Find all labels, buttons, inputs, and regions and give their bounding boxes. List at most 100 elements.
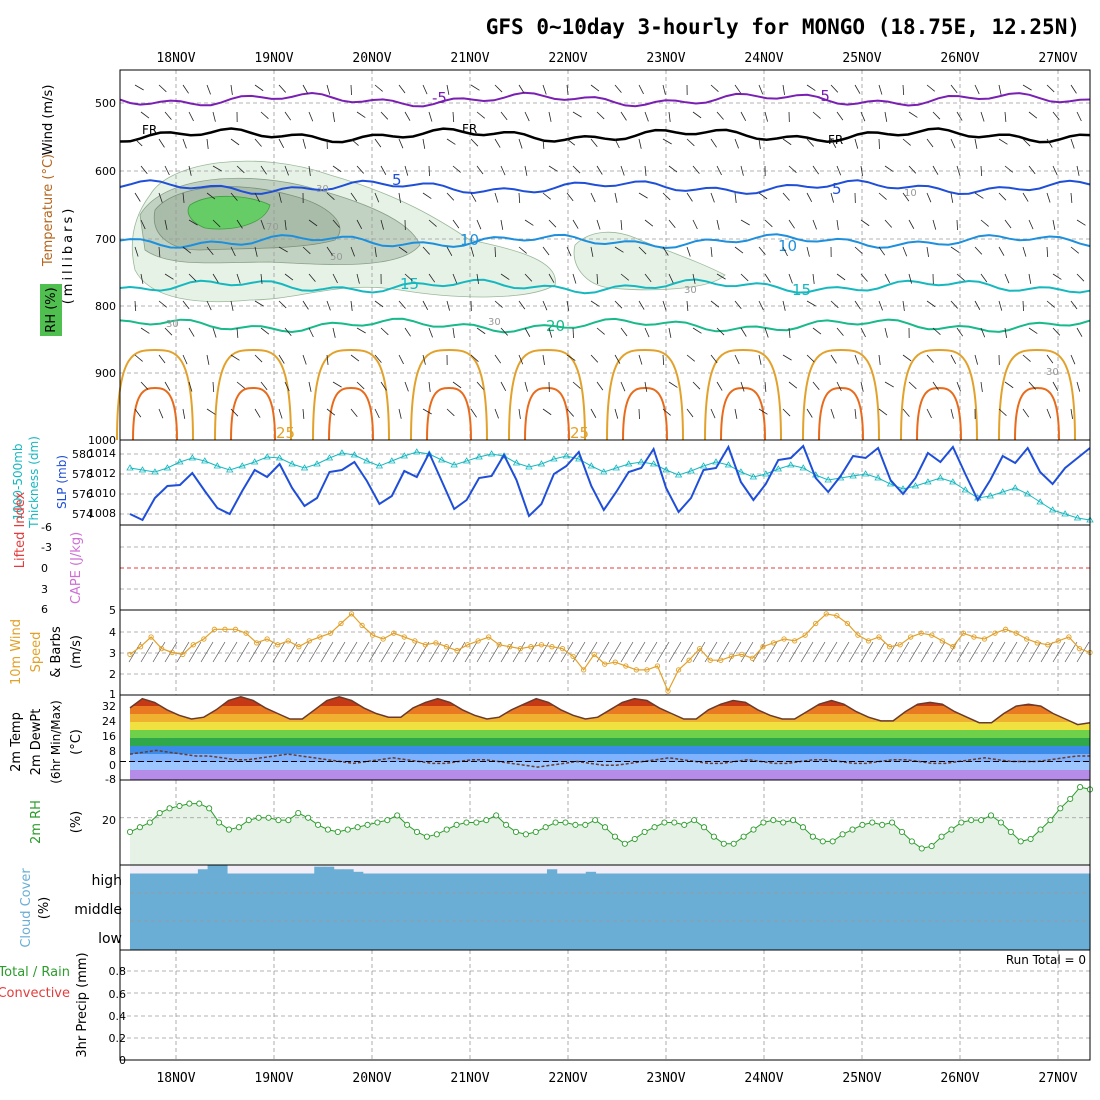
thickness-point [487,450,496,457]
wind-barb [566,300,570,311]
rh2m-units-label: (%) [69,811,84,834]
wind-barb [854,300,861,310]
wind-barb [668,381,678,388]
rh2m-point [918,845,925,852]
wind10m-barb [200,641,214,663]
wind-barb [518,84,525,94]
wind-barb [308,381,312,392]
upper-y-labels: Wind (m/s) Temperature (°C) (millibars) … [40,85,76,336]
cloud-bar [566,873,577,950]
wind-barb [758,138,761,149]
wind-barb [1046,138,1053,148]
wind-barb [428,327,433,338]
wind-barb [524,219,534,226]
wind-barb [500,273,510,280]
wind10m-barb [416,641,430,663]
wind-barb [686,300,689,311]
wind-barb [548,219,557,228]
wind-barb [188,111,194,122]
wind-barb [998,246,1005,256]
wind-barb [590,354,599,363]
cloud-bar [178,873,189,950]
contour-labels: -5 -5 FR FR FR 5 5 10 10 15 15 20 25 25 … [142,87,1059,442]
wind-barb [884,165,894,172]
wind-barb [254,192,260,203]
wind10m-barb [1016,641,1030,663]
wind-barb [494,84,503,93]
wind10m-speed-point [665,688,671,694]
wind-barb [302,408,305,419]
wind-barb [524,273,533,282]
rh-label: 10 [904,188,917,199]
wind-barb [236,381,246,389]
wind-barb [710,300,720,308]
thickness-point [724,461,733,468]
wind-barb [452,219,460,229]
wind-barb [206,408,216,415]
wind-barb [500,219,504,230]
wind10m-barb [308,641,322,663]
thickness-point [587,462,596,469]
cloud-bar [139,873,150,950]
thickness-point [363,457,371,464]
wind-barb [902,192,910,202]
wind-barb [470,192,477,202]
cloud-bar [905,873,917,950]
wind10m-barb [512,641,526,663]
wind-barb [854,408,857,419]
rh2m-point [849,826,856,833]
temperature-contour-30C [916,386,962,441]
wind10m-barb [1052,641,1066,663]
wind-barb [524,111,530,122]
wind-barb [212,165,222,172]
wind-barb [926,408,932,419]
wind10m-barb [656,641,670,663]
wind-barb [422,192,432,199]
wind-barb [260,111,269,119]
upper-air-panel: -5 -5 FR FR FR 5 5 10 10 15 15 20 25 25 … [40,69,1091,447]
cloud-bar [1060,873,1072,950]
cloud-bar [411,873,422,950]
wind-barb [638,354,643,365]
wind-barb [998,408,1007,416]
wind-barb [206,84,211,95]
rh2m-point [156,810,163,817]
rh2m-point [1057,805,1064,812]
cloud-bar [159,873,170,950]
temp-band-group [130,696,1090,780]
cloud-bar [886,873,897,950]
thickness-point [226,466,234,473]
rh2m-point [413,828,421,835]
top-date-label: 21NOV [450,51,489,66]
wind10m-barb [896,641,910,663]
wind-barb [596,165,603,175]
rh-label: 30 [684,285,697,296]
rh-30-area [573,231,726,291]
wind-barb [956,273,965,281]
wind10m-speed-point [264,636,270,642]
wind-barb [764,381,767,392]
bottom-date-label: 20NOV [352,1071,391,1086]
cloud-bar [779,873,790,950]
rh2m-point [611,833,618,840]
cloud-bar [314,866,325,950]
wind-barb [566,138,576,146]
thickness-point [687,467,695,474]
wind10m-barb [824,641,838,663]
wind-barb [284,165,289,176]
wind10m-speed-point [412,638,418,644]
wind-barb [380,327,389,336]
wind-barb [710,138,717,148]
cloud-bar [847,873,858,950]
wind10m-speed-point [728,653,734,660]
wind-barb [212,381,215,393]
wind10m-speed-point [496,642,502,648]
wind10m-barb [284,641,298,663]
cloud-bar [430,873,441,950]
temperature-contour-15C [119,278,1091,295]
wind-barb [254,138,262,147]
wind-barb [908,273,912,284]
bottom-date-label: 18NOV [156,1071,195,1086]
wind-barb [278,192,282,203]
